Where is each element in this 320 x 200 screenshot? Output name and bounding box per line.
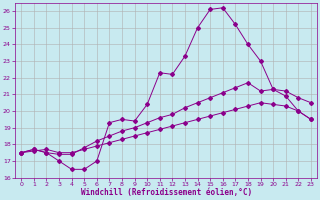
X-axis label: Windchill (Refroidissement éolien,°C): Windchill (Refroidissement éolien,°C) (81, 188, 252, 197)
